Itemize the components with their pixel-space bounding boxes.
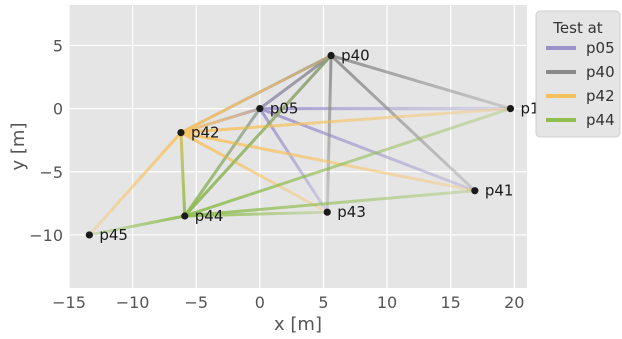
x-tick-label: 10 <box>377 293 397 312</box>
connection-line-p05-p41 <box>258 107 477 193</box>
connection-line-p44-p45 <box>87 214 187 237</box>
x-tick-label: 0 <box>255 293 265 312</box>
grid <box>68 5 527 288</box>
connection-line-p44-p41 <box>183 189 477 218</box>
point-p44 <box>181 212 189 220</box>
legend-items: p05 p40 p42 p44 <box>546 39 615 129</box>
point-label-p44: p44 <box>195 207 224 225</box>
x-tick-label: −15 <box>52 293 86 312</box>
x-tick-label: −5 <box>184 293 208 312</box>
connection-lines <box>87 54 512 237</box>
plot-area <box>69 5 527 288</box>
connection-line-p44-p05 <box>183 107 262 218</box>
x-tick-labels: −15 −10 −5 0 5 10 15 20 <box>52 293 524 312</box>
y-axis-label: y [m] <box>8 123 29 171</box>
points <box>85 51 515 239</box>
connection-line-p42-p45 <box>87 131 183 237</box>
connection-line-p42-p41 <box>179 131 477 193</box>
connection-line-p42-p16 <box>179 107 512 135</box>
connection-line-p40-p16 <box>329 54 512 111</box>
point-p43 <box>323 208 331 216</box>
point-p40 <box>327 51 335 60</box>
point-label-p05: p05 <box>270 100 299 118</box>
connection-line-p44-p16 <box>183 107 512 218</box>
legend-label-p40: p40 <box>586 63 615 81</box>
connection-line-p44-p40 <box>183 54 333 218</box>
legend-label-p05: p05 <box>586 39 615 57</box>
point-p05 <box>256 104 264 113</box>
x-tick-label: 15 <box>440 293 460 312</box>
y-tick-label: −10 <box>29 226 63 245</box>
y-tick-labels: −10 −5 0 5 <box>29 36 63 245</box>
point-label-p40: p40 <box>341 47 370 65</box>
point-p16 <box>506 104 515 113</box>
connection-line-p42-p43 <box>179 131 329 214</box>
point-label-p45: p45 <box>99 226 128 244</box>
point-p41 <box>471 187 479 195</box>
point-p45 <box>85 231 93 239</box>
legend: Test at p05 p40 p42 p44 <box>535 10 621 138</box>
legend-title: Test at <box>552 19 602 37</box>
connection-line-p44-p42 <box>179 131 187 218</box>
legend-label-p44: p44 <box>586 111 615 129</box>
connection-line-p44-p43 <box>183 210 329 218</box>
point-label-p41: p41 <box>485 182 514 200</box>
legend-label-p42: p42 <box>586 87 615 105</box>
y-tick-label: 0 <box>53 100 63 119</box>
connection-line-p40-p43 <box>325 54 333 214</box>
connection-line-p42-p05 <box>179 107 262 135</box>
x-tick-label: −10 <box>116 293 150 312</box>
point-label-p43: p43 <box>337 203 366 221</box>
point-label-p42: p42 <box>191 124 220 142</box>
connection-line-p40-p41 <box>329 54 477 193</box>
x-tick-label: 20 <box>504 293 524 312</box>
y-tick-label: −5 <box>39 163 63 182</box>
connection-line-p42-p40 <box>179 54 333 135</box>
connection-line-p40-p05 <box>258 54 333 111</box>
point-p42 <box>177 129 185 137</box>
x-axis-label: x [m] <box>274 314 322 335</box>
legend-box <box>535 10 621 138</box>
x-tick-label: 5 <box>318 293 328 312</box>
y-tick-label: 5 <box>53 36 63 55</box>
